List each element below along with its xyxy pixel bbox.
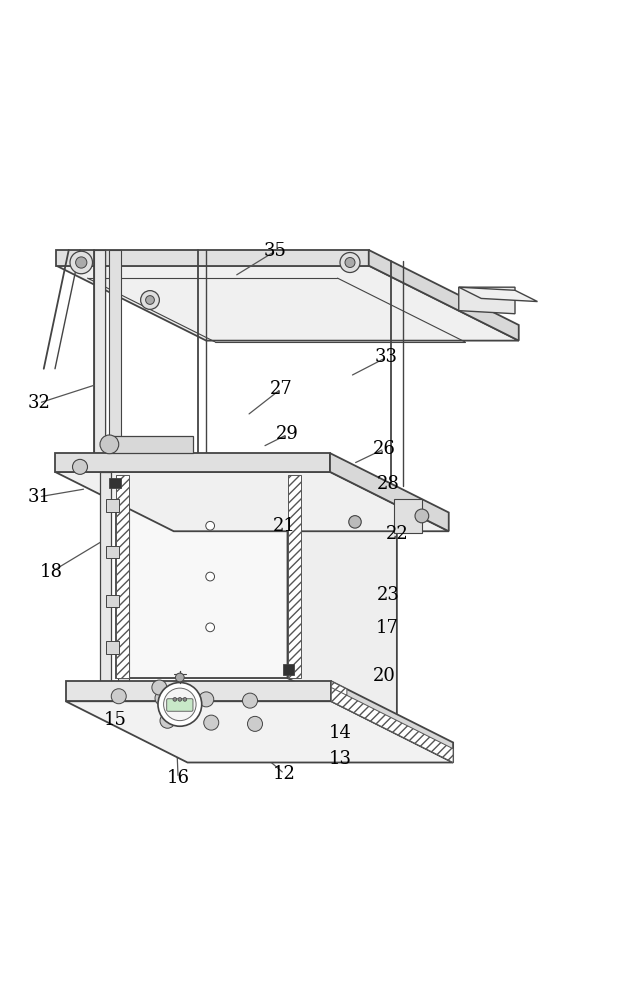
Circle shape [199, 692, 214, 707]
Text: 14: 14 [329, 724, 352, 742]
Text: 17: 17 [376, 619, 399, 637]
Circle shape [152, 680, 167, 695]
Circle shape [206, 572, 214, 581]
Circle shape [173, 698, 177, 701]
Polygon shape [459, 287, 515, 314]
Text: 20: 20 [373, 667, 396, 685]
Circle shape [70, 251, 92, 274]
Circle shape [158, 682, 202, 726]
Polygon shape [459, 287, 538, 302]
FancyBboxPatch shape [167, 699, 193, 711]
Text: 27: 27 [270, 380, 292, 398]
Polygon shape [66, 681, 331, 701]
Polygon shape [109, 478, 121, 488]
Polygon shape [56, 250, 369, 266]
Polygon shape [331, 681, 453, 762]
Polygon shape [282, 664, 294, 675]
Circle shape [206, 521, 214, 530]
Text: 26: 26 [373, 440, 396, 458]
Text: 33: 33 [375, 349, 398, 366]
Polygon shape [330, 453, 449, 531]
Text: 15: 15 [104, 711, 127, 729]
Circle shape [183, 698, 187, 701]
Circle shape [72, 459, 88, 474]
Circle shape [248, 716, 262, 731]
Polygon shape [369, 250, 519, 341]
Circle shape [178, 698, 182, 701]
Text: 13: 13 [329, 750, 352, 768]
Text: 23: 23 [378, 586, 400, 604]
Circle shape [206, 623, 214, 632]
Polygon shape [331, 688, 453, 762]
Polygon shape [66, 701, 453, 762]
Text: 12: 12 [273, 765, 296, 783]
Polygon shape [106, 595, 119, 607]
Circle shape [155, 691, 170, 706]
Polygon shape [394, 499, 422, 533]
Circle shape [242, 693, 258, 708]
Circle shape [141, 291, 159, 309]
Circle shape [204, 715, 219, 730]
Polygon shape [116, 475, 288, 678]
Circle shape [100, 435, 119, 454]
Text: 28: 28 [378, 475, 400, 493]
Text: 29: 29 [276, 425, 299, 443]
Polygon shape [109, 250, 121, 472]
Circle shape [415, 509, 429, 523]
Text: 35: 35 [264, 242, 286, 260]
Circle shape [76, 257, 87, 268]
Polygon shape [116, 475, 129, 678]
Polygon shape [106, 546, 119, 558]
Text: 16: 16 [167, 769, 189, 787]
Circle shape [160, 713, 175, 728]
Polygon shape [111, 436, 192, 453]
Text: 21: 21 [273, 517, 296, 535]
Text: 22: 22 [386, 525, 408, 543]
Text: 18: 18 [40, 563, 62, 581]
Polygon shape [106, 499, 119, 512]
Polygon shape [288, 475, 301, 678]
Circle shape [176, 673, 184, 682]
Polygon shape [100, 472, 111, 697]
Polygon shape [106, 641, 119, 654]
Circle shape [345, 257, 355, 267]
Circle shape [111, 689, 126, 704]
Circle shape [164, 688, 196, 721]
Polygon shape [331, 681, 347, 709]
Polygon shape [55, 472, 449, 531]
Circle shape [349, 516, 361, 528]
Circle shape [340, 252, 360, 272]
Text: 32: 32 [28, 394, 50, 412]
Polygon shape [118, 474, 129, 695]
Polygon shape [56, 266, 519, 341]
Circle shape [146, 296, 154, 304]
Text: 31: 31 [28, 488, 50, 506]
Polygon shape [288, 475, 397, 733]
Polygon shape [94, 250, 105, 472]
Polygon shape [55, 453, 330, 472]
